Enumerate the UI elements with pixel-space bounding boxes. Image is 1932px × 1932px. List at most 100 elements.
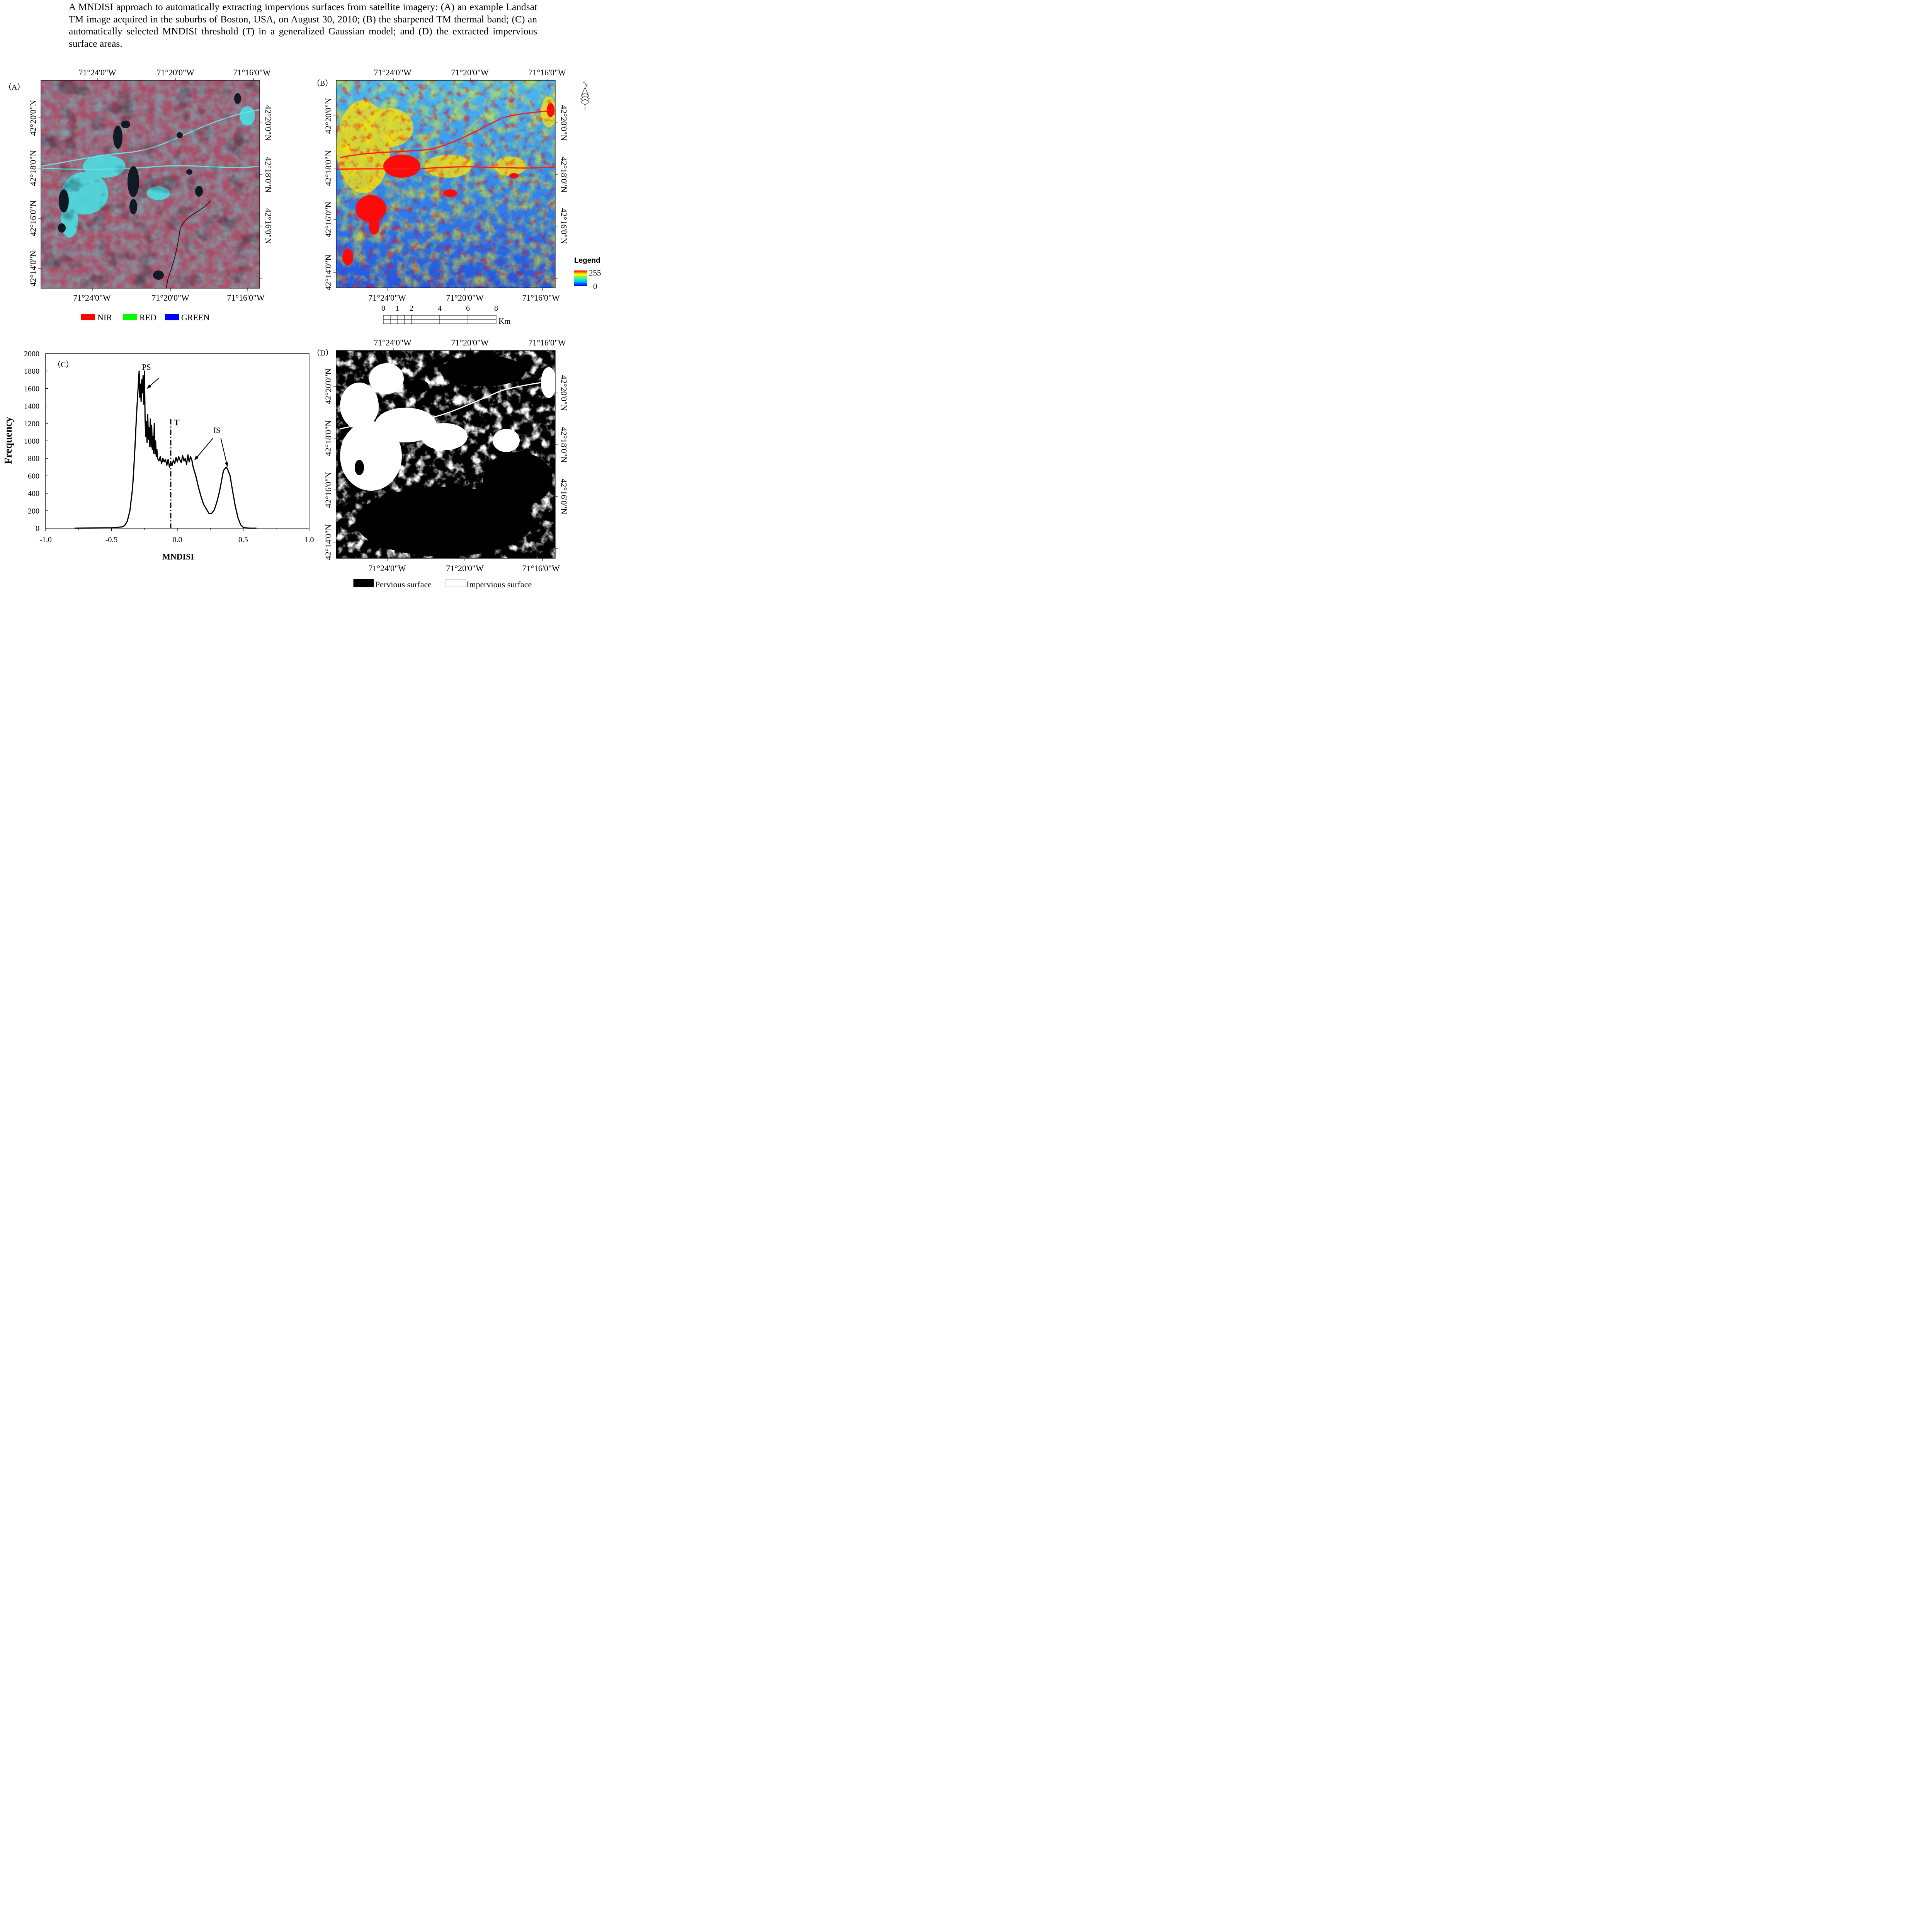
- legend-swatch-nir: [81, 314, 95, 320]
- lon-label-top: 71°20'0"W: [156, 68, 194, 77]
- annotation-is-arrow-1-head: [194, 456, 199, 460]
- x-tick-label: 0.5: [238, 536, 248, 544]
- panel-a-coord-labels: 71°24'0"W 71°20'0"W 71°16'0"W 71°24'0"W …: [28, 68, 273, 303]
- y-tick-label: 1000: [24, 437, 39, 446]
- panel-b-highways: [336, 109, 555, 170]
- heat-legend-min: 0: [593, 282, 597, 291]
- panel-b-frame: [336, 80, 556, 288]
- lat-label-left: 42°18'0"N: [323, 420, 333, 456]
- lon-label-top: 71°16'0"W: [528, 338, 566, 347]
- lat-label-left: 42°14'0"N: [323, 255, 333, 291]
- annotation-ps-arrow-head: [147, 384, 151, 389]
- scale-tick-label: 2: [410, 304, 413, 313]
- y-tick-label: 600: [28, 472, 39, 480]
- y-tick-label: 1200: [24, 420, 39, 428]
- panel-d-impervious-core: [340, 363, 555, 491]
- y-tick-label: 1400: [24, 402, 39, 411]
- lon-label-top: 71°24'0"W: [374, 68, 412, 77]
- panel-a: 71°24'0"W 71°20'0"W 71°16'0"W 71°24'0"W …: [4, 68, 273, 322]
- panel-c-label: （C）: [53, 360, 73, 369]
- panel-d-ticks: [333, 348, 558, 561]
- annotation-is-arrow-2-head: [224, 462, 228, 467]
- lat-label-left: 42°14'0"N: [323, 524, 333, 560]
- chart-frame: [45, 353, 310, 529]
- north-arrow-icon: [580, 82, 590, 110]
- panel-a-legend: NIR RED GREEN: [81, 313, 209, 322]
- lat-label-left: 42°20'0"N: [28, 100, 38, 136]
- x-tick-label: 0.0: [173, 536, 182, 544]
- annotation-ps: PS: [142, 362, 151, 372]
- panel-a-ticks: [38, 78, 262, 291]
- lon-label-bottom: 71°16'0"W: [227, 293, 265, 303]
- chart-ylabel: Frequency: [2, 417, 14, 464]
- lat-label-right: 42°20'0"N: [559, 375, 569, 411]
- scale-unit: Km: [498, 316, 511, 326]
- lon-label-bottom: 71°16'0"W: [522, 293, 560, 303]
- lon-label-top: 71°16'0"W: [233, 68, 271, 77]
- lat-label-left: 42°16'0"N: [323, 202, 333, 238]
- scale-tick-label: 6: [466, 304, 470, 313]
- panel-b-label: （B）: [312, 79, 333, 88]
- lat-label-left: 42°16'0"N: [28, 201, 38, 236]
- y-tick-label: 1800: [24, 367, 39, 376]
- x-tick-label: 1.0: [304, 536, 314, 544]
- y-tick-label: 0: [36, 524, 39, 533]
- panel-d: 71°24'0"W 71°20'0"W 71°16'0"W 71°24'0"W …: [312, 338, 569, 589]
- panel-a-image: [41, 80, 260, 288]
- scale-tick-label: 1: [395, 304, 399, 313]
- scale-bar-ticks: 0 1 2 4 6 8: [381, 304, 498, 313]
- histogram-plot: 0 200 400 600 800 1000 1200 1400 1600 1800 2000 -1.…: [24, 350, 314, 544]
- scale-bar: 0 1 2 4 6 8 Km: [381, 304, 511, 326]
- annotation-is: IS: [213, 426, 221, 435]
- panel-c-chart: 0 200 400 600 800 1000 1200 1400 1600 1800 2000 -1.…: [2, 350, 314, 561]
- lon-label-top: 71°20'0"W: [451, 338, 489, 347]
- y-tick-label: 1600: [24, 384, 39, 393]
- panel-d-highways: [340, 380, 555, 430]
- lat-label-right: 42°20'0"N: [559, 105, 569, 141]
- annotation-is-arrow-1: [194, 438, 213, 461]
- legend-label-pervious: Pervious surface: [375, 580, 432, 589]
- panel-a-frame: [41, 80, 260, 289]
- lat-label-left: 42°14'0"N: [28, 251, 38, 287]
- frequency-series-line: [74, 370, 257, 529]
- caption-threshold-symbol: T: [245, 26, 251, 37]
- annotation-is-arrow-2: [220, 438, 228, 467]
- lon-label-top: 71°24'0"W: [78, 68, 116, 77]
- lon-label-bottom: 71°24'0"W: [368, 293, 406, 303]
- panel-b-hot-speckle: [336, 80, 555, 288]
- legend-label-impervious: Impervious surface: [466, 580, 532, 589]
- lat-label-right: 42°20'0"N: [264, 105, 273, 141]
- caption-text: A MNDISI approach to automatically extra…: [69, 1, 537, 37]
- panel-b: 71°24'0"W 71°20'0"W 71°16'0"W 71°24'0"W …: [312, 68, 601, 326]
- scale-tick-label: 8: [494, 304, 498, 313]
- lat-label-right: 42°18'0"N: [559, 157, 569, 193]
- heat-legend-ramp: [574, 270, 587, 286]
- lon-label-bottom: 71°20'0"W: [446, 563, 484, 573]
- heat-legend-title: Legend: [574, 257, 600, 265]
- legend-label-red: RED: [139, 313, 156, 322]
- lon-label-top: 71°20'0"W: [451, 68, 489, 77]
- chart-xlabel: MNDISI: [162, 552, 194, 561]
- lat-label-right: 42°18'0"N: [559, 427, 569, 463]
- lon-label-bottom: 71°24'0"W: [73, 293, 111, 303]
- legend-swatch-red: [123, 314, 137, 320]
- panel-d-label: （D）: [312, 349, 333, 357]
- scale-tick-label: 4: [438, 304, 442, 313]
- panel-d-frame: [336, 350, 556, 559]
- scale-tick-label: 0: [381, 304, 385, 313]
- legend-swatch-pervious: [353, 579, 374, 587]
- lon-label-bottom: 71°16'0"W: [522, 563, 560, 573]
- caption-text-end: ) in a generalized Gaussian model; and (…: [69, 26, 537, 49]
- lon-label-bottom: 71°24'0"W: [368, 563, 406, 573]
- lat-label-right: 42°18'0"N: [264, 157, 273, 193]
- lat-label-left: 42°20'0"N: [323, 98, 333, 134]
- figure-page: { "caption": { "before_t": "A MNDISI app…: [0, 0, 606, 590]
- y-tick-label: 400: [28, 490, 39, 498]
- panel-a-label: （A）: [4, 83, 25, 92]
- legend-swatch-impervious: [446, 579, 466, 587]
- lon-label-top: 71°16'0"W: [528, 68, 566, 77]
- panel-d-image: [336, 350, 555, 558]
- threshold-label: T: [174, 417, 180, 427]
- y-tick-label: 2000: [24, 350, 39, 358]
- lon-label-bottom: 71°20'0"W: [151, 293, 189, 303]
